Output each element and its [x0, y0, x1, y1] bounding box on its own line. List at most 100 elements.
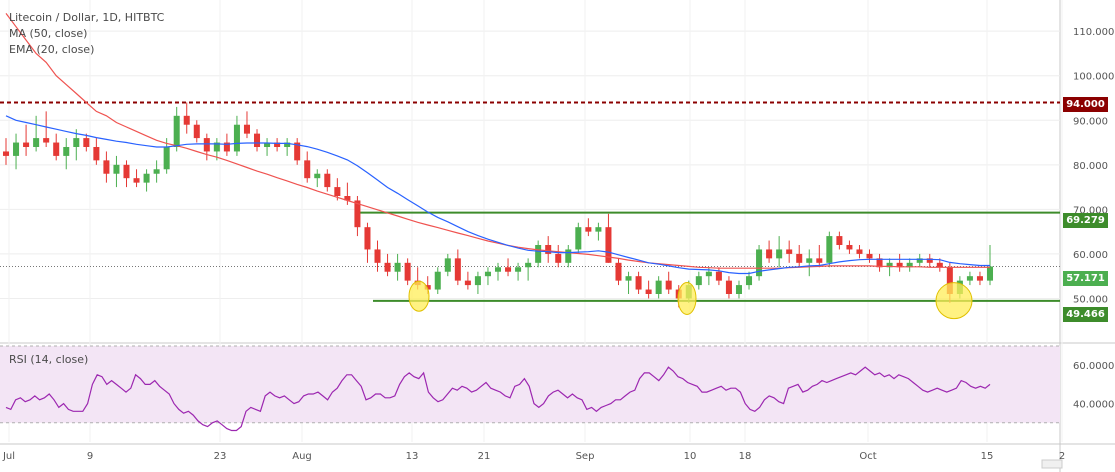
candle-body [725, 280, 732, 294]
candle-body [93, 147, 100, 161]
price-tick-label: 90.000 [1073, 116, 1108, 127]
candle-body [776, 249, 783, 259]
candle-body [354, 200, 361, 228]
candle-body [645, 289, 652, 294]
symbol-legend: Litecoin / Dollar, 1D, HITBTC [9, 11, 165, 24]
candle-body [866, 253, 873, 259]
candle-body [274, 142, 281, 147]
price-label-current: 57.171 [1063, 271, 1108, 286]
price-tick-label: 80.000 [1073, 161, 1108, 172]
candle-body [505, 267, 512, 272]
candle-body [193, 124, 200, 139]
candle-body [816, 258, 823, 263]
candle-body [715, 271, 722, 281]
candle-body [374, 249, 381, 263]
price-label-69: 69.279 [1063, 213, 1108, 228]
candle-body [896, 262, 903, 268]
candle-body [695, 276, 702, 286]
candle-body [454, 258, 461, 281]
ema-legend: EMA (20, close) [9, 43, 95, 56]
candle-body [63, 147, 70, 156]
candle-body [635, 276, 642, 290]
candle-body [976, 276, 983, 281]
candle-body [103, 160, 110, 174]
candle-body [213, 142, 220, 152]
candle-body [605, 227, 612, 263]
rsi-legend: RSI (14, close) [9, 353, 89, 366]
candle-body [856, 249, 863, 254]
candle-body [655, 280, 662, 294]
candle-body [123, 164, 130, 179]
candle-body [284, 142, 291, 147]
candle-body [344, 196, 351, 201]
candle-body [806, 258, 813, 263]
time-tick-label: 21 [478, 451, 491, 462]
rsi-tick-label: 40.0000 [1073, 400, 1114, 411]
candle-body [916, 258, 923, 263]
price-label-94: 94.000 [1063, 97, 1108, 112]
candle-body [615, 262, 622, 281]
candle-body [243, 124, 250, 134]
candle-body [23, 142, 30, 147]
candle-body [535, 245, 542, 263]
candle-body [254, 133, 261, 147]
candle-body [404, 262, 411, 281]
candle-body [13, 142, 20, 156]
candle-body [294, 142, 301, 161]
candle-body [986, 266, 994, 281]
candle-body [515, 267, 522, 272]
candle-body [324, 173, 331, 188]
candle-body [836, 236, 843, 245]
candle-body [474, 276, 481, 286]
time-tick-label: 10 [684, 451, 697, 462]
candle-body [133, 178, 140, 183]
candle-body [595, 227, 602, 232]
candle-body [565, 249, 572, 263]
highlight-low-1 [408, 280, 430, 312]
candle-body [525, 262, 532, 268]
candle-body [665, 280, 672, 290]
highlight-low-2 [677, 281, 697, 315]
candle-body [936, 262, 943, 268]
candle-body [434, 271, 441, 290]
candle-body [484, 271, 491, 277]
highlight-low-3 [935, 282, 973, 320]
ma-line [5, 13, 990, 269]
candle-body [233, 124, 240, 152]
candle-body [53, 142, 60, 156]
scroll-handle-icon [1041, 459, 1063, 469]
candle-body [334, 187, 341, 196]
candle-body [735, 285, 742, 294]
price-tick-label: 100.000 [1073, 72, 1114, 83]
candle-body [906, 262, 913, 268]
candle-body [173, 115, 180, 147]
time-tick-label: Aug [292, 451, 312, 462]
price-tick-label: 110.000 [1073, 27, 1114, 38]
candle-body [73, 138, 80, 147]
candle-body [113, 164, 120, 174]
candle-body [786, 249, 793, 254]
candle-body [575, 227, 582, 250]
candle-body [555, 253, 562, 263]
candle-body [264, 142, 271, 147]
rsi-tick-label: 60.0000 [1073, 361, 1114, 372]
candle-body [444, 258, 451, 272]
candle-body [2, 151, 10, 156]
candle-body [746, 276, 753, 286]
candle-body [585, 227, 592, 232]
ema-line [5, 115, 990, 275]
candle-body [464, 280, 471, 286]
candle-body [886, 262, 893, 268]
price-label-49: 49.466 [1063, 307, 1108, 322]
candle-body [756, 249, 763, 277]
candle-body [826, 236, 833, 263]
candle-body [766, 249, 773, 259]
candle-body [33, 138, 40, 147]
time-tick-label: 18 [739, 451, 752, 462]
candle-body [846, 245, 853, 250]
time-tick-label: 15 [981, 451, 994, 462]
candle-body [364, 227, 371, 250]
rsi-line [5, 366, 991, 432]
